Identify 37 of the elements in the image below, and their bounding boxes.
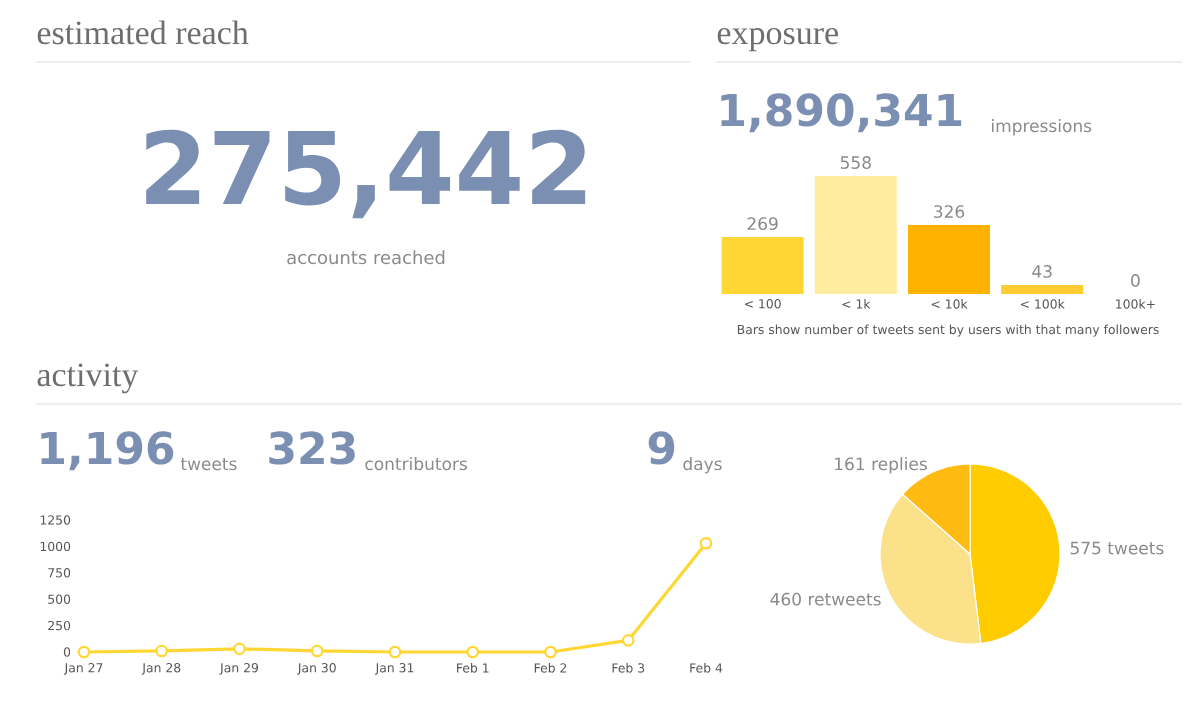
- data-label: 269: [747, 217, 778, 231]
- point: [388, 645, 402, 659]
- point: [466, 645, 480, 659]
- text: 275,442: [146, 129, 586, 219]
- data-label: 575: [1070, 541, 1101, 555]
- text: impressions: [992, 119, 1092, 136]
- point: [621, 634, 635, 647]
- text: 1,890,341: [721, 93, 962, 133]
- point: [155, 644, 169, 658]
- text: 9: [648, 431, 675, 465]
- text: accounts reached: [287, 250, 445, 265]
- chart-title: exposure: [717, 27, 838, 52]
- data-label: 558: [840, 156, 871, 169]
- bar: [1001, 284, 1084, 294]
- text: 1,196: [41, 431, 174, 471]
- data-label: 161: [835, 457, 865, 471]
- bar: [814, 176, 897, 294]
- point: [544, 645, 557, 659]
- text: estimated reach: [37, 20, 249, 45]
- text: days: [683, 457, 722, 474]
- text: tweets: [180, 458, 237, 471]
- point: [233, 642, 246, 656]
- data-label: 326: [934, 205, 965, 219]
- point: [77, 645, 91, 659]
- data-label: 0: [1131, 274, 1140, 287]
- bar: [908, 225, 991, 294]
- slice-label: replies: [872, 457, 927, 474]
- text: contributors: [365, 457, 467, 471]
- bar: [721, 237, 804, 294]
- data-label: 460: [770, 592, 801, 606]
- slice-label: retweets: [808, 593, 881, 606]
- slice-label: tweets: [1107, 542, 1164, 555]
- text: 323: [269, 431, 355, 465]
- data-label: 43: [1032, 264, 1052, 278]
- text: activity: [37, 363, 139, 394]
- point: [310, 644, 324, 658]
- point: [699, 536, 713, 550]
